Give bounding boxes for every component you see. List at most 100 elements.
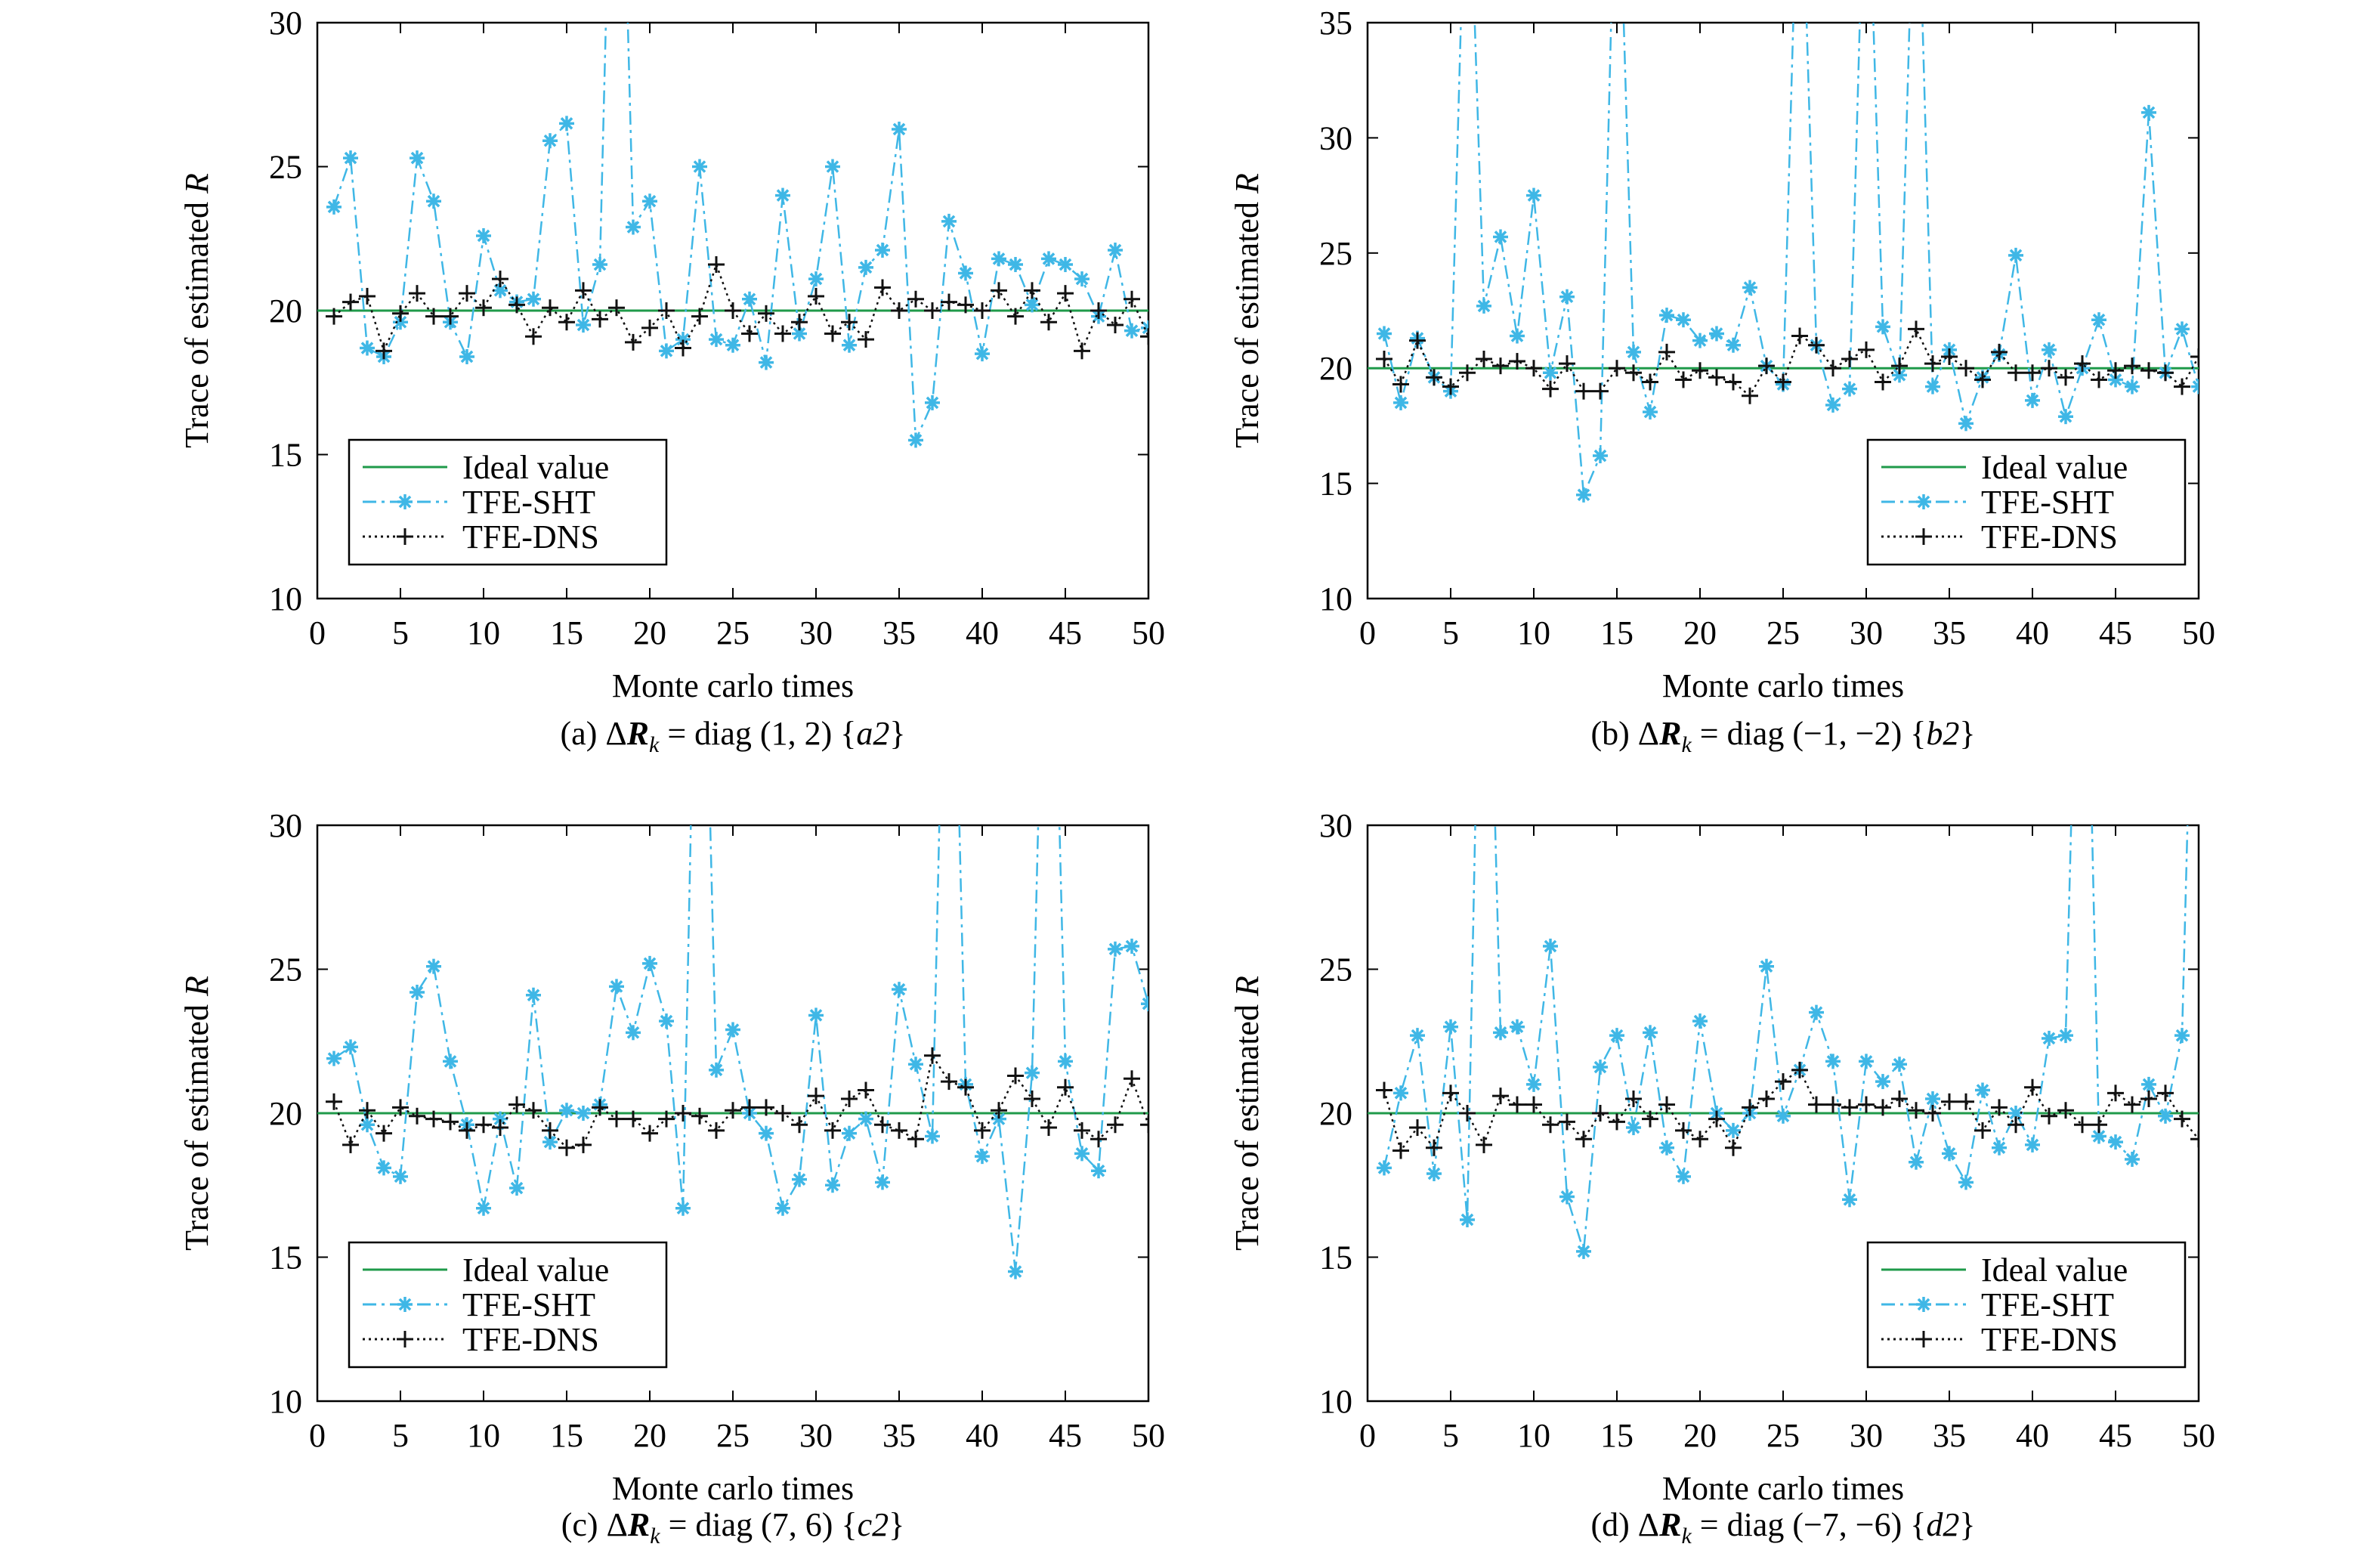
x-tick-label: 25 <box>1766 614 1800 651</box>
sht-marker <box>2042 342 2057 357</box>
sht-marker <box>1493 229 1508 245</box>
legend-label: TFE-DNS <box>462 1321 599 1358</box>
y-tick-label: 10 <box>269 1383 302 1420</box>
panel-caption: (a) ΔRk = diag (1, 2) {a2} <box>561 715 906 757</box>
y-axis-label-var: R <box>178 173 215 194</box>
sht-marker <box>1742 280 1757 295</box>
x-tick-label: 15 <box>1600 1417 1634 1454</box>
dns-marker <box>1090 302 1107 319</box>
dns-marker <box>475 299 492 317</box>
sht-marker <box>459 348 474 364</box>
dns-marker <box>1459 364 1476 382</box>
dns-marker <box>359 287 376 305</box>
sht-marker <box>1025 297 1040 313</box>
dns-marker <box>2041 1107 2057 1125</box>
series-line-tfe-sht <box>1383 825 2189 1252</box>
caption-italic: d2 <box>1926 1506 1959 1543</box>
dns-marker <box>774 325 791 342</box>
sht-marker <box>576 1106 591 1121</box>
dns-marker <box>459 1122 475 1139</box>
dns-marker <box>1509 1096 1525 1113</box>
caption-rest: = diag (−7, −6) { <box>1692 1506 1927 1543</box>
y-tick-label: 10 <box>1319 1383 1352 1420</box>
sht-marker <box>1493 1025 1508 1041</box>
dns-marker <box>525 1102 542 1119</box>
caption-bold-var: R <box>1658 1506 1681 1543</box>
dns-marker <box>525 328 542 345</box>
dns-marker <box>2091 371 2107 388</box>
sht-marker <box>1041 251 1056 267</box>
dns-marker <box>1742 1099 1758 1116</box>
sht-marker <box>1626 1120 1641 1136</box>
dns-marker <box>2041 360 2057 377</box>
dns-marker <box>2157 364 2174 382</box>
y-axis-label-var: R <box>178 976 215 997</box>
sht-marker <box>1643 1025 1658 1041</box>
dns-marker <box>2124 1096 2140 1113</box>
dns-marker <box>1492 1088 1509 1105</box>
sht-marker <box>326 1050 342 1066</box>
x-tick-label: 20 <box>1683 614 1717 651</box>
dns-marker <box>1525 360 1542 377</box>
dns-marker <box>2057 1102 2074 1119</box>
dns-marker <box>708 256 725 274</box>
dns-marker <box>608 299 625 317</box>
caption-italic: c2 <box>858 1506 889 1543</box>
dns-marker <box>342 293 359 311</box>
sht-marker <box>2125 1151 2140 1167</box>
dns-marker <box>808 287 824 305</box>
dns-marker <box>2024 1078 2041 1096</box>
dns-marker <box>1692 362 1708 379</box>
dns-marker <box>891 302 907 319</box>
dns-marker <box>891 1122 907 1139</box>
sht-marker <box>892 982 907 998</box>
x-tick-label: 40 <box>966 614 999 651</box>
dns-marker <box>1758 357 1775 375</box>
sht-marker <box>1759 958 1774 974</box>
sht-marker <box>2158 1108 2173 1124</box>
caption-subscript: k <box>1681 1524 1692 1547</box>
sht-marker <box>875 242 890 258</box>
sht-marker <box>2191 379 2199 394</box>
y-tick-label: 20 <box>269 292 302 330</box>
y-tick-label: 10 <box>269 580 302 617</box>
sht-marker <box>526 987 541 1003</box>
dns-marker <box>608 1110 625 1128</box>
dns-marker <box>1808 1096 1825 1113</box>
dns-marker <box>1775 1073 1791 1091</box>
dns-marker <box>1958 360 1974 377</box>
dns-marker <box>991 282 1007 299</box>
dns-marker <box>1991 343 2008 360</box>
dns-marker <box>1658 343 1675 360</box>
dns-marker <box>1024 1090 1040 1107</box>
dns-marker <box>508 1096 525 1113</box>
dns-marker <box>1057 285 1074 302</box>
dns-marker <box>924 1047 941 1064</box>
dns-marker <box>874 279 891 296</box>
dns-marker <box>2107 362 2124 379</box>
sht-marker <box>2058 1028 2073 1044</box>
dns-marker <box>409 1107 425 1125</box>
dns-marker <box>1675 1122 1692 1139</box>
sht-marker <box>609 979 624 995</box>
sht-marker <box>775 1200 790 1216</box>
dns-marker <box>1808 336 1825 354</box>
sht-marker <box>559 116 574 131</box>
dns-marker <box>1708 1110 1725 1128</box>
dns-marker <box>641 1125 658 1142</box>
dns-marker <box>1625 364 1642 382</box>
dns-marker <box>2140 1090 2157 1107</box>
dns-marker <box>1941 348 1958 365</box>
sht-marker <box>1476 298 1491 314</box>
dns-marker <box>974 1122 991 1139</box>
plot-area <box>1368 23 2199 503</box>
x-tick-label: 15 <box>550 1417 583 1454</box>
x-tick-label: 35 <box>1933 614 1966 651</box>
dns-marker <box>1841 351 1858 368</box>
sht-marker <box>526 291 541 307</box>
sht-marker <box>825 159 840 175</box>
dns-marker <box>1542 380 1559 398</box>
sht-marker <box>2042 1030 2057 1046</box>
sht-marker <box>1925 1091 1940 1106</box>
dns-marker <box>741 1099 758 1116</box>
